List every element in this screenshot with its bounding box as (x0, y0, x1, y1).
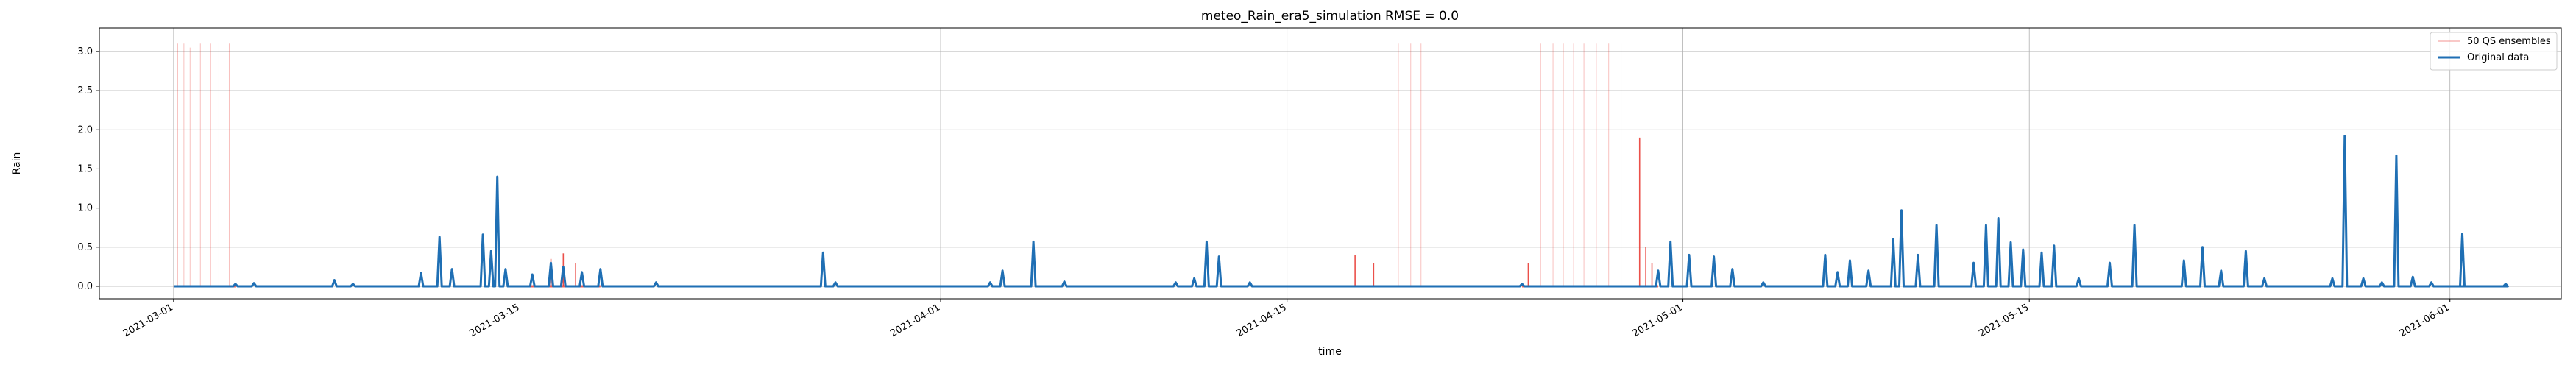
legend-original-label: Original data (2467, 52, 2529, 63)
x-tick-label: 2021-05-15 (1977, 302, 2031, 339)
grid (99, 28, 2561, 299)
x-tick-label: 2021-06-01 (2398, 302, 2452, 339)
x-tick-label: 2021-03-01 (121, 302, 175, 339)
x-tick-label: 2021-04-15 (1235, 302, 1289, 339)
x-tick-label: 2021-04-01 (888, 302, 942, 339)
y-tick-label: 0.5 (77, 242, 93, 253)
plot-area (99, 28, 2561, 299)
x-tick-label: 2021-03-15 (468, 302, 522, 339)
y-tick-label: 1.0 (77, 203, 93, 214)
y-axis-label: Rain (11, 152, 23, 175)
x-tick-label: 2021-05-01 (1631, 302, 1685, 339)
legend: 50 QS ensembles Original data (2430, 32, 2558, 71)
legend-ensembles-label: 50 QS ensembles (2467, 36, 2551, 47)
plot-frame (99, 27, 2562, 300)
y-tick-label: 0.0 (77, 281, 93, 292)
x-axis-ticks: 2021-03-01 2021-03-15 2021-04-01 2021-04-15… (121, 299, 2452, 339)
y-tick-label: 1.5 (77, 163, 93, 174)
y-tick-label: 2.5 (77, 85, 93, 96)
y-tick-label: 2.0 (77, 124, 93, 135)
y-axis-ticks: 0.0 0.5 1.0 1.5 2.0 2.5 3.0 (77, 46, 99, 292)
x-axis-label: time (1318, 346, 1342, 358)
legend-box (2430, 32, 2558, 71)
original-data-layer (173, 135, 2509, 288)
chart-title: meteo_Rain_era5_simulation RMSE = 0.0 (1201, 9, 1459, 24)
y-tick-label: 3.0 (77, 46, 93, 57)
original-data-line (173, 135, 2509, 288)
